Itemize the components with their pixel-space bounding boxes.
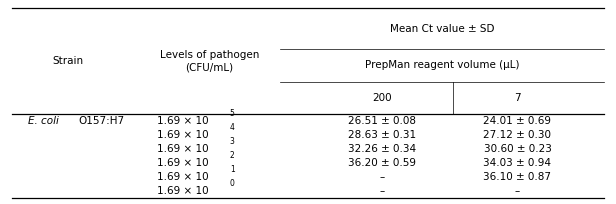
Text: 1: 1 xyxy=(230,165,235,174)
Text: Strain: Strain xyxy=(52,56,83,66)
Text: –: – xyxy=(515,186,520,196)
Text: O157:H7: O157:H7 xyxy=(78,116,124,126)
Text: 27.12 ± 0.30: 27.12 ± 0.30 xyxy=(484,130,551,140)
Text: 36.10 ± 0.87: 36.10 ± 0.87 xyxy=(484,172,551,182)
Text: 2: 2 xyxy=(230,151,235,160)
Text: 7: 7 xyxy=(514,93,521,103)
Text: Mean Ct value ± SD: Mean Ct value ± SD xyxy=(390,23,494,34)
Text: 4: 4 xyxy=(230,123,235,132)
Text: 26.51 ± 0.08: 26.51 ± 0.08 xyxy=(348,116,416,126)
Text: 28.63 ± 0.31: 28.63 ± 0.31 xyxy=(348,130,416,140)
Text: Levels of pathogen
(CFU/mL): Levels of pathogen (CFU/mL) xyxy=(160,50,259,73)
Text: –: – xyxy=(379,186,384,196)
Text: 0: 0 xyxy=(230,179,235,188)
Text: 24.01 ± 0.69: 24.01 ± 0.69 xyxy=(484,116,551,126)
Text: 32.26 ± 0.34: 32.26 ± 0.34 xyxy=(348,144,416,154)
Text: 1.69 × 10: 1.69 × 10 xyxy=(157,172,209,182)
Text: 34.03 ± 0.94: 34.03 ± 0.94 xyxy=(484,158,551,168)
Text: 200: 200 xyxy=(372,93,392,103)
Text: –: – xyxy=(379,172,384,182)
Text: 36.20 ± 0.59: 36.20 ± 0.59 xyxy=(348,158,416,168)
Text: 1.69 × 10: 1.69 × 10 xyxy=(157,116,209,126)
Text: 1.69 × 10: 1.69 × 10 xyxy=(157,130,209,140)
Text: 1.69 × 10: 1.69 × 10 xyxy=(157,186,209,196)
Text: E. coli: E. coli xyxy=(28,116,59,126)
Text: PrepMan reagent volume (µL): PrepMan reagent volume (µL) xyxy=(365,60,519,70)
Text: 3: 3 xyxy=(230,137,235,146)
Text: 5: 5 xyxy=(230,109,235,118)
Text: 1.69 × 10: 1.69 × 10 xyxy=(157,144,209,154)
Text: 1.69 × 10: 1.69 × 10 xyxy=(157,158,209,168)
Text: 30.60 ± 0.23: 30.60 ± 0.23 xyxy=(484,144,551,154)
